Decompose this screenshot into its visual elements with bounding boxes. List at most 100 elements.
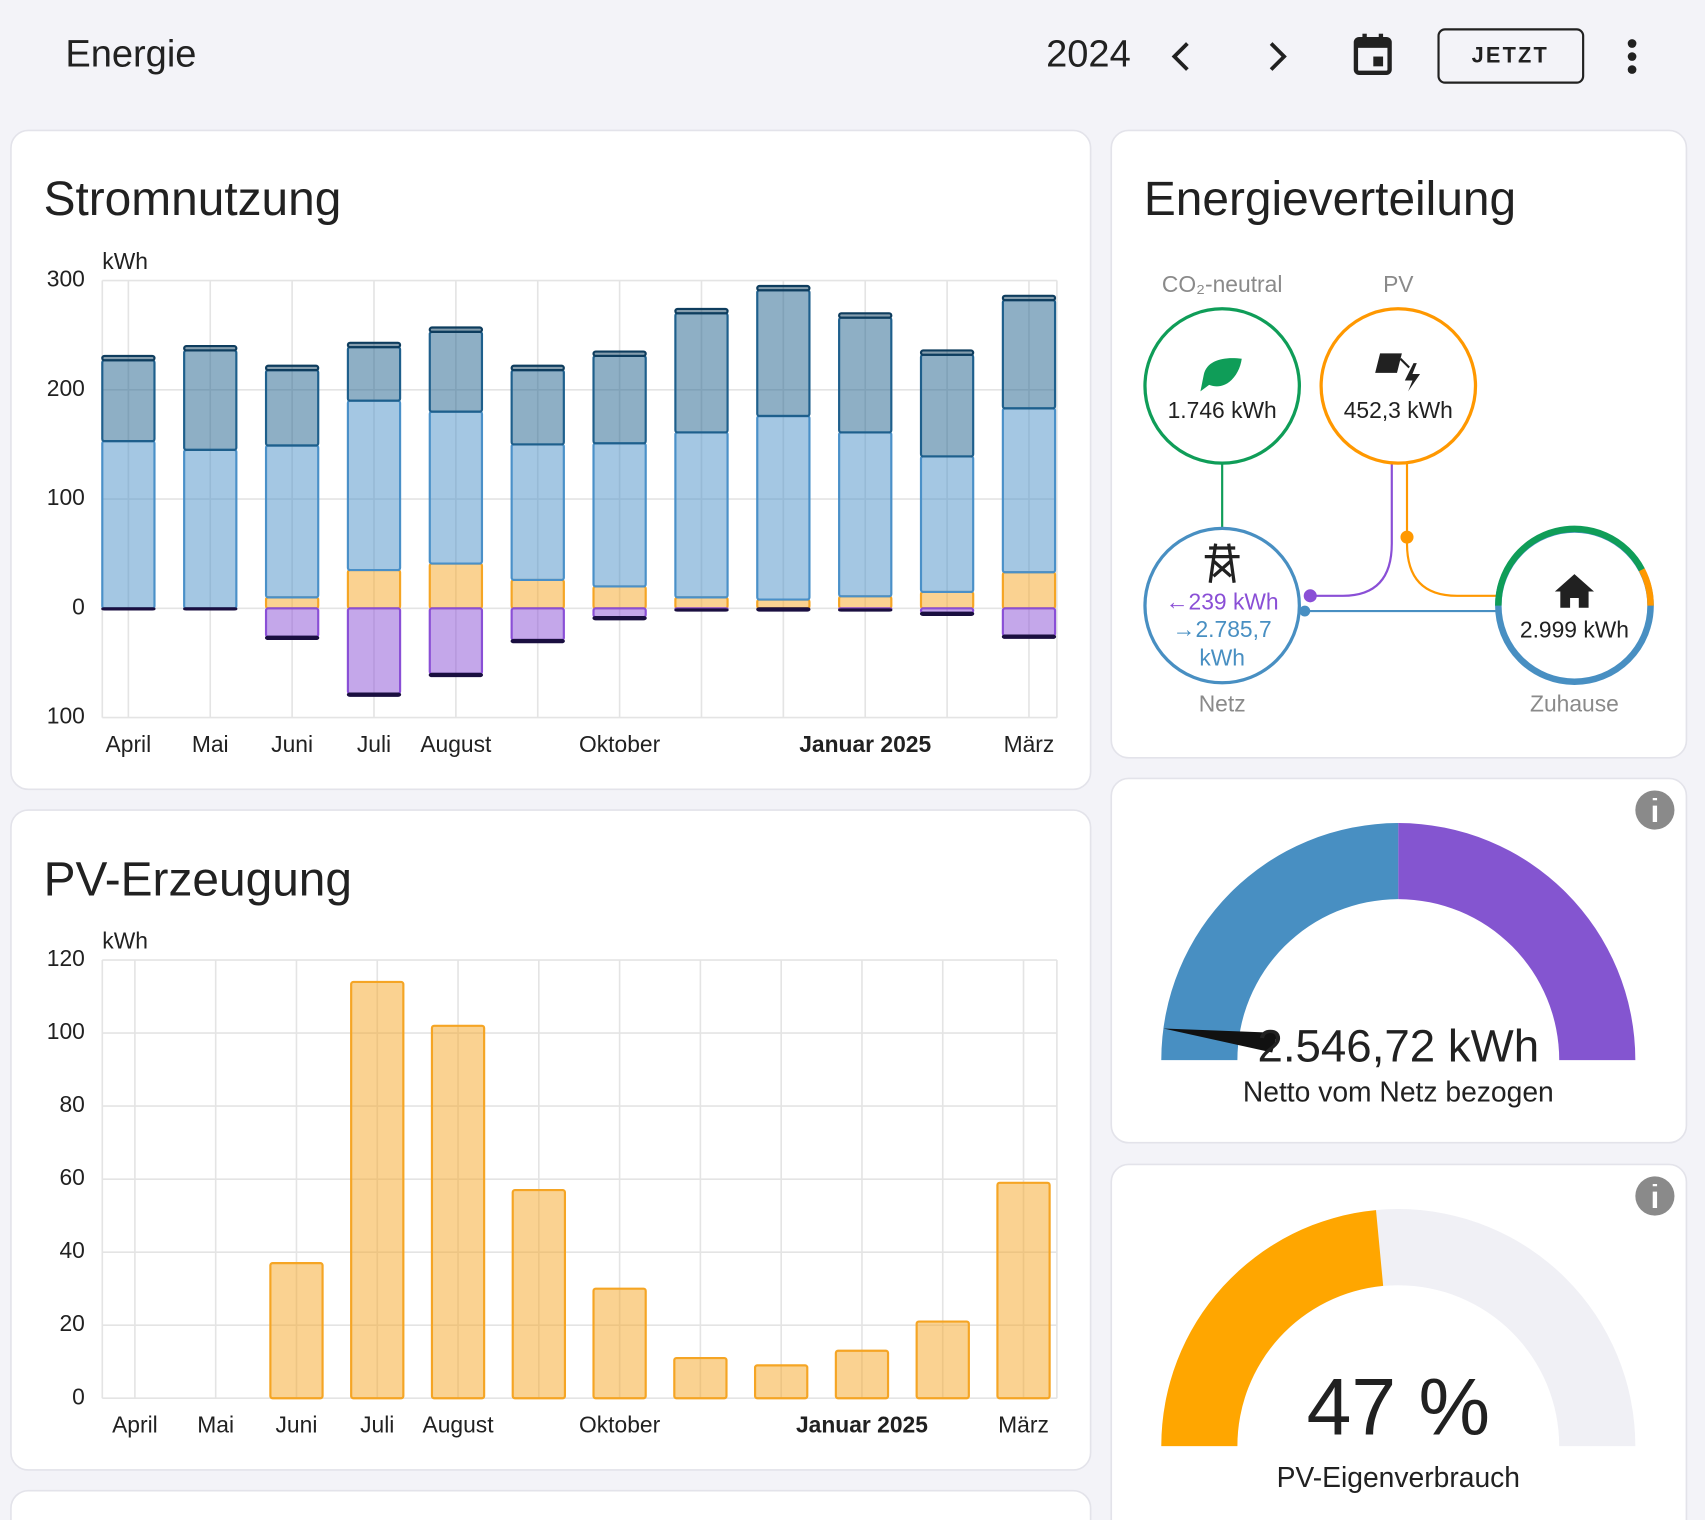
card-title: Stromnutzung [44,173,342,226]
bar [183,349,238,451]
bar [756,607,811,612]
calendar-button[interactable] [1353,33,1392,76]
grid-export: →2.785,7 kWh [1172,617,1272,671]
bar [101,354,156,362]
bar [101,440,156,610]
gauge-value: 47 % [1307,1363,1490,1453]
y-tick-label: 100 [47,703,85,729]
bar [592,442,647,588]
y-tick-label: 120 [47,945,85,971]
bolt-icon [1404,363,1421,392]
now-button[interactable] [1437,28,1585,84]
flow-line [1310,463,1393,597]
gauge-value-arc [1161,1210,1384,1447]
card-title: Energieverteilung [1144,173,1516,226]
bar [350,980,405,1400]
bar [346,399,402,572]
bar [838,595,893,610]
page-title: Energie [65,34,196,76]
grid-import: ←239 kWh [1166,588,1279,614]
card [1110,777,1688,1144]
card [10,1489,1092,1520]
node-value: 1.746 kWh [1168,397,1277,423]
pv-node [1319,307,1478,465]
x-tick-label: April [106,731,152,757]
bar [838,312,893,319]
bar [674,608,729,612]
node-label: Netz [1199,691,1246,717]
flow-dot [1303,589,1317,603]
bar [1001,299,1057,410]
node-value: 2.999 kWh [1520,617,1629,643]
solar-icon [1375,353,1410,373]
bar [101,607,156,611]
x-tick-label: Januar 2025 [796,1412,928,1438]
y-tick-label: 40 [59,1237,84,1263]
house-icon [1554,574,1595,608]
energy-flow: CO₂-neutral PV 1.746 kWh 452,3 kWh ←239 … [1143,271,1654,717]
bar [673,1356,728,1400]
bar [510,369,565,446]
bar [346,568,402,610]
y-unit: kWh [102,928,148,954]
co2-node [1143,307,1301,465]
bar [428,326,484,333]
menu-dot [1627,52,1637,61]
now-button-label: JETZT [1472,42,1549,67]
y-tick-label: 0 [72,1383,85,1409]
previous-button[interactable] [1171,42,1189,71]
gauge-value: 2.546,72 kWh [1257,1020,1539,1071]
bar [753,1364,809,1400]
x-tick-label: Oktober [579,1412,661,1438]
grid-export-box: →2.785,7 kWh [1172,617,1272,671]
bar [756,289,811,418]
bar [510,607,565,642]
x-tick-label: August [420,731,492,757]
calendar-day [1373,56,1384,67]
y-tick-label: 20 [59,1310,84,1336]
bar [592,1287,647,1400]
bar [838,316,893,434]
y-tick-label: 80 [59,1091,84,1117]
x-tick-label: Mai [192,731,229,757]
x-tick-label: Mai [197,1412,234,1438]
x-tick-label: Januar 2025 [799,731,931,757]
bar [1001,571,1057,610]
node-label: Zuhause [1530,691,1619,717]
x-tick-label: März [998,1412,1049,1438]
bar [756,284,811,292]
node-label: CO₂-neutral [1162,271,1283,297]
bar [264,635,320,641]
menu-button[interactable] [1627,39,1637,74]
y-tick-label: 60 [59,1164,84,1190]
bar [919,590,975,610]
bar [838,608,893,612]
bar [592,615,647,621]
bar [428,562,484,610]
flow-dot [1400,530,1414,544]
bar [183,344,238,352]
y-unit: kWh [102,248,148,274]
gauge-segment [1398,823,1636,1061]
bar [919,353,975,458]
bar [838,431,893,598]
pylon-icon [1204,543,1240,583]
next-button[interactable] [1269,42,1287,71]
bar [428,672,484,678]
grid-node [1143,526,1301,685]
x-tick-label: Juli [357,731,391,757]
bar [1001,634,1057,639]
bar [510,638,565,644]
calendar-ring [1362,33,1367,43]
node-label: PV [1383,271,1414,297]
y-tick-label: 0 [72,593,85,619]
bar [674,431,729,599]
y-tick-label: 100 [47,1018,85,1044]
bar [264,364,320,372]
home-ring-segment [1638,568,1654,606]
bar [592,607,647,619]
bar [1001,607,1057,637]
bar [919,349,975,356]
flow-dot [1299,605,1311,617]
